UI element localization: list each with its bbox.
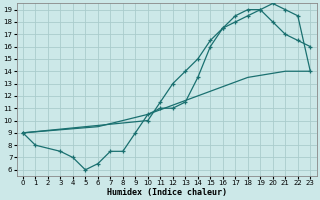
X-axis label: Humidex (Indice chaleur): Humidex (Indice chaleur): [107, 188, 227, 197]
